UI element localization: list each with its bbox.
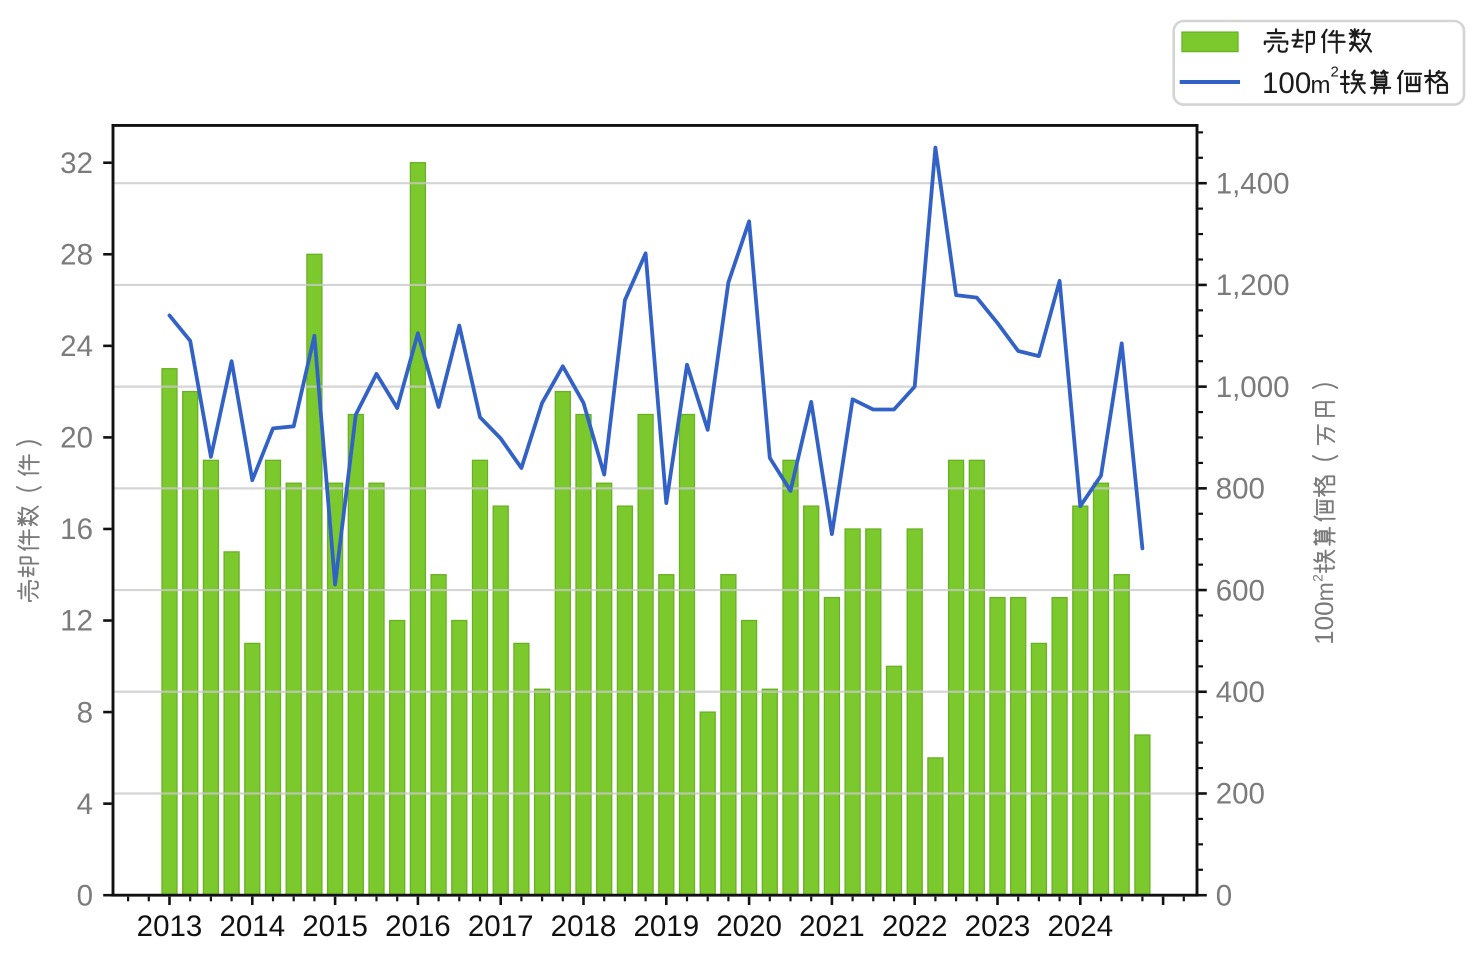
svg-text:20: 20 xyxy=(60,422,93,455)
svg-text:2016: 2016 xyxy=(385,910,451,943)
svg-text:2018: 2018 xyxy=(551,910,617,943)
svg-text:800: 800 xyxy=(1216,473,1265,506)
svg-text:100: 100 xyxy=(1262,67,1311,100)
svg-text:100: 100 xyxy=(1309,601,1339,644)
svg-text:2021: 2021 xyxy=(799,910,865,943)
svg-text:2: 2 xyxy=(1310,574,1326,582)
svg-text:8: 8 xyxy=(77,696,93,729)
svg-text:2013: 2013 xyxy=(137,910,203,943)
svg-text:0: 0 xyxy=(1216,879,1232,912)
svg-text:2020: 2020 xyxy=(716,910,782,943)
svg-text:2017: 2017 xyxy=(468,910,534,943)
svg-text:2: 2 xyxy=(1331,64,1339,81)
svg-text:1,200: 1,200 xyxy=(1216,269,1290,302)
svg-text:4: 4 xyxy=(77,788,93,821)
svg-text:16: 16 xyxy=(60,513,93,546)
svg-text:0: 0 xyxy=(77,879,93,912)
svg-text:32: 32 xyxy=(60,147,93,180)
svg-text:600: 600 xyxy=(1216,574,1265,607)
svg-text:400: 400 xyxy=(1216,676,1265,709)
svg-text:200: 200 xyxy=(1216,778,1265,811)
svg-text:2015: 2015 xyxy=(302,910,368,943)
svg-text:m: m xyxy=(1312,582,1338,601)
svg-text:m: m xyxy=(1311,72,1331,99)
svg-text:24: 24 xyxy=(60,330,93,363)
svg-text:1,000: 1,000 xyxy=(1216,371,1290,404)
svg-text:2019: 2019 xyxy=(633,910,699,943)
svg-text:1,400: 1,400 xyxy=(1216,167,1290,200)
svg-text:28: 28 xyxy=(60,239,93,272)
svg-text:2023: 2023 xyxy=(965,910,1031,943)
svg-text:2014: 2014 xyxy=(219,910,285,943)
svg-text:12: 12 xyxy=(60,605,93,638)
svg-text:2022: 2022 xyxy=(882,910,948,943)
svg-text:2024: 2024 xyxy=(1047,910,1113,943)
